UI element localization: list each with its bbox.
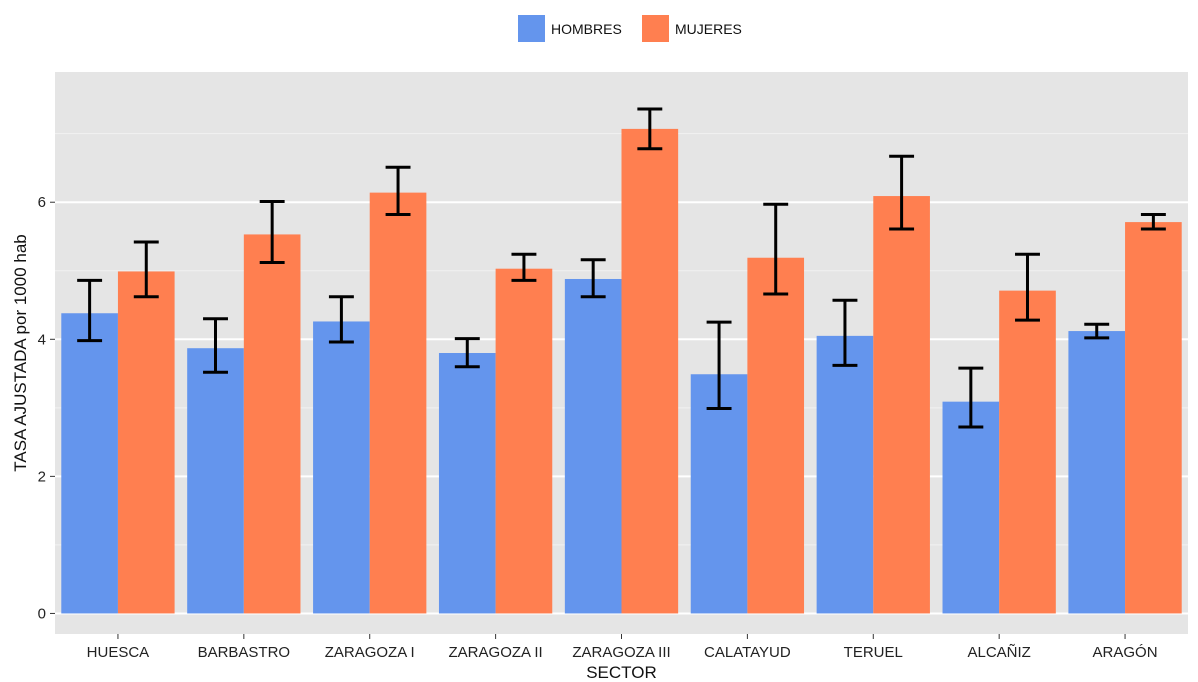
error-bar-mujeres-2 [385,165,411,217]
y-tick-label: 0 [38,605,46,622]
y-tick-label: 4 [38,331,46,348]
error-bar-hombres-4 [580,258,606,299]
error-bar-mujeres-7 [1015,252,1040,322]
bar-hombres-6 [816,335,874,614]
error-bar-hombres-3 [454,337,480,369]
error-bar-hombres-6 [832,298,858,367]
legend: HOMBRES MUJERES [518,15,742,42]
x-tick-label: TERUEL [844,644,903,661]
error-bar-mujeres-1 [259,200,285,265]
x-axis: HUESCA BARBASTRO ZARAGOZA I ZARAGOZA II ZARA… [87,634,1158,661]
error-bar-hombres-2 [328,295,354,344]
bar-mujeres-5 [747,257,805,614]
bar-hombres-4 [564,278,622,614]
error-bar-mujeres-4 [637,107,663,151]
error-bar-mujeres-0 [133,240,159,299]
error-bars [77,107,1166,429]
legend-label: HOMBRES [551,21,622,37]
bar-mujeres-8 [1125,222,1182,614]
bar-mujeres-7 [999,290,1056,614]
bar-mujeres-0 [117,271,175,614]
bar-mujeres-6 [873,196,930,614]
legend-swatch [642,15,669,42]
x-tick-label: ZARAGOZA II [449,644,543,661]
x-tick-label: CALATAYUD [704,644,791,661]
bar-hombres-0 [61,313,118,614]
y-axis-title: TASA AJUSTADA por 1000 hab [11,234,30,472]
y-axis: 0 2 4 6 [38,194,55,622]
bar-mujeres-1 [243,234,301,614]
bar-hombres-5 [690,374,748,614]
y-tick-label: 6 [38,194,46,211]
error-bar-hombres-1 [203,317,228,374]
bar-mujeres-4 [621,128,679,614]
x-tick-label: ZARAGOZA I [325,644,415,661]
x-axis-title: SECTOR [586,663,657,682]
error-bar-mujeres-8 [1140,213,1166,231]
y-tick-label: 2 [38,468,46,485]
error-bar-hombres-5 [706,320,732,411]
bars [61,128,1182,614]
error-bar-hombres-7 [958,366,984,429]
x-tick-label: ALCAÑIZ [967,644,1030,661]
legend-item-hombres: HOMBRES [518,15,622,42]
legend-label: MUJERES [675,21,742,37]
error-bar-mujeres-5 [763,202,789,296]
bar-hombres-2 [313,321,370,614]
legend-item-mujeres: MUJERES [642,15,742,42]
error-bar-hombres-8 [1084,322,1110,340]
x-tick-label: BARBASTRO [198,644,291,661]
error-bar-mujeres-3 [511,252,537,282]
x-tick-label: ZARAGOZA III [572,644,670,661]
bar-mujeres-3 [495,268,553,614]
error-bar-hombres-0 [77,278,103,343]
x-tick-label: HUESCA [87,644,150,661]
bar-hombres-3 [438,353,496,614]
bar-hombres-1 [187,348,244,614]
bar-mujeres-2 [369,192,427,614]
error-bar-mujeres-6 [889,154,915,231]
bar-hombres-8 [1068,331,1126,614]
x-tick-label: ARAGÓN [1093,644,1158,661]
bar-hombres-7 [942,401,1000,614]
legend-swatch [518,15,545,42]
